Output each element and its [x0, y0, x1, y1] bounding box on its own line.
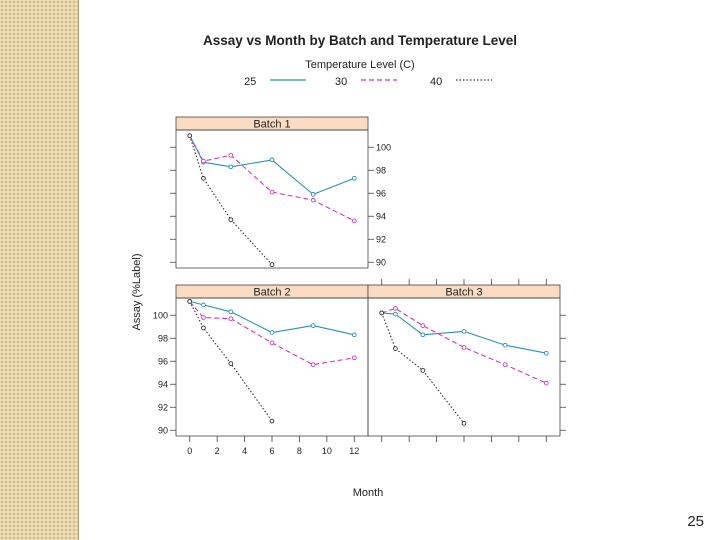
batch-1-right-ytick-label: 100 [376, 142, 391, 152]
batch-1-series-40-point [269, 262, 275, 267]
batch-2-series-30-point [351, 355, 357, 361]
batch-1-series-40-point [228, 217, 234, 223]
batch-2-xtick-label: 10 [322, 446, 332, 456]
x-axis-label: Month [353, 487, 384, 499]
batch-1-series-30-point [228, 152, 234, 158]
batch-3-series-40-point [461, 421, 467, 426]
legend-label-25: 25 [244, 76, 256, 88]
batch-2-series-25-line [189, 300, 355, 336]
batch-1-right-ytick-label: 94 [376, 211, 386, 221]
batch-3-series-25-point [420, 332, 426, 338]
batch-1-right-ytick-label: 96 [376, 188, 386, 198]
batch-1-series-30-point [351, 218, 357, 224]
legend-label-30: 30 [335, 76, 347, 88]
batch-2-left-ytick-label: 92 [158, 402, 168, 412]
batch-3-series-30-point [461, 345, 467, 350]
batch-1-right-ytick-label: 90 [376, 257, 386, 267]
batch-3-strip-label: Batch 3 [445, 287, 482, 299]
batch-3-series-25-point [393, 311, 398, 317]
batch-2-series-30-point [228, 316, 234, 322]
batch-2-series-25-point [269, 330, 275, 335]
batch-2-series-25-point [310, 323, 316, 328]
batch-2-left-ytick-label: 94 [158, 379, 168, 389]
batch-3-series-30-line [381, 307, 547, 384]
batch-2-xtick-label: 0 [187, 446, 192, 456]
legend-label-40: 40 [430, 76, 442, 88]
batch-1-right-ytick-label: 92 [376, 234, 386, 244]
batch-3-series-40-point [420, 368, 426, 373]
y-axis-label: Assay (%Label) [131, 253, 143, 330]
batch-1-series-25-point [269, 157, 275, 163]
batch-2-series-40-point [228, 361, 234, 366]
batch-1-series-40-line [189, 135, 273, 265]
batch-2-series-25-point [351, 332, 357, 338]
batch-1-series-30-point [269, 189, 275, 195]
batch-2-left-ytick-label: 96 [158, 356, 168, 366]
decorative-side-strip [0, 0, 79, 540]
batch-2-left-ytick-label: 90 [158, 425, 168, 435]
batch-3-series-25-point [502, 342, 508, 348]
batch-3-series-25-point [461, 329, 467, 334]
batch-2-xtick-label: 2 [215, 446, 220, 456]
batch-1-series-40-point [187, 133, 193, 139]
batch-3-series-30-point [543, 380, 549, 386]
chart-title: Assay vs Month by Batch and Temperature … [203, 33, 517, 48]
batch-2-xtick-label: 8 [297, 446, 302, 456]
batch-3-series-40-point [379, 310, 385, 316]
batch-2-series-30-point [201, 315, 206, 320]
batch-2-left-ytick-label: 98 [158, 333, 168, 343]
batch-1-series-25-point [310, 192, 316, 197]
batch-1-series-30-point [201, 158, 206, 164]
batch-1-panel-frame [175, 129, 369, 269]
batch-3-series-40-point [393, 346, 398, 351]
batch-3-series-30-point [420, 323, 426, 328]
batch-2-series-40-line [189, 301, 273, 422]
batch-2-xtick-label: 12 [349, 446, 359, 456]
batch-2-series-40-point [201, 325, 206, 331]
batch-2-strip-label: Batch 2 [253, 287, 290, 299]
batch-2-series-25-point [201, 302, 206, 308]
batch-2-series-30-point [269, 340, 275, 346]
batch-2-xtick-label: 6 [269, 446, 274, 456]
batch-1-series-25-point [351, 175, 357, 181]
legend-title: Temperature Level (C) [305, 59, 414, 71]
batch-3-panel-frame [367, 297, 561, 437]
batch-1-series-30-line [189, 135, 355, 222]
batch-3-series-30-point [393, 306, 398, 311]
batch-2-series-30-point [310, 362, 316, 368]
batch-1-right-ytick-label: 98 [376, 165, 386, 175]
batch-2-series-40-point [187, 299, 193, 304]
batch-1-strip-label: Batch 1 [253, 119, 290, 131]
batch-2-series-40-point [269, 418, 275, 424]
batch-1-series-25-line [189, 135, 355, 196]
batch-2-left-ytick-label: 100 [153, 310, 168, 320]
page-number: 25 [687, 513, 704, 530]
batch-3-series-25-point [543, 350, 549, 356]
batch-3-series-30-point [502, 362, 508, 368]
batch-2-xtick-label: 4 [242, 446, 247, 456]
batch-1-series-40-point [201, 175, 206, 181]
batch-1-series-30-point [310, 197, 316, 203]
batch-1-series-25-point [228, 164, 234, 170]
batch-2-series-25-point [228, 309, 234, 315]
batch-2-series-30-line [189, 301, 355, 366]
